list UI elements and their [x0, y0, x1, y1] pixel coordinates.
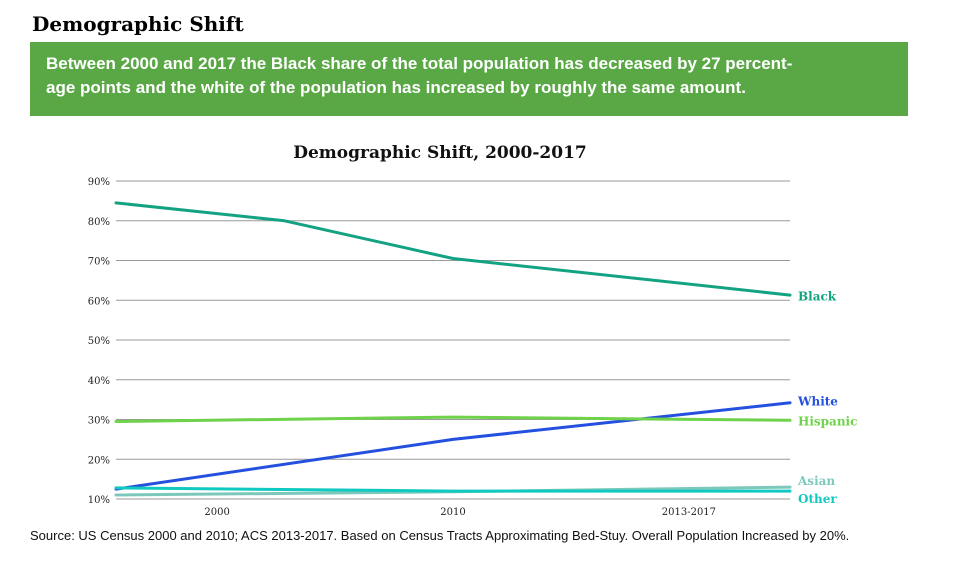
series-label-other: Other — [798, 492, 837, 506]
series-lines — [114, 201, 792, 497]
y-tick-label: 80% — [88, 217, 110, 228]
x-tick-label: 2013-2017 — [662, 507, 716, 518]
y-tick-label: 10% — [88, 495, 110, 506]
chart-title: Demographic Shift, 2000-2017 — [293, 143, 587, 163]
y-tick-label: 50% — [88, 336, 110, 347]
x-axis-ticks: 2000 2010 2013-2017 — [204, 507, 716, 518]
page-heading: Demographic Shift — [32, 12, 244, 36]
y-tick-label: 30% — [88, 416, 110, 427]
y-tick-label: 60% — [88, 296, 110, 307]
y-tick-label: 70% — [88, 257, 110, 268]
summary-text-line-2: age points and the white of the populati… — [46, 78, 746, 97]
series-label-asian: Asian — [797, 474, 835, 488]
summary-banner: Between 2000 and 2017 the Black share of… — [30, 42, 908, 116]
y-tick-label: 90% — [88, 177, 110, 188]
x-tick-label: 2010 — [440, 507, 465, 518]
summary-text-line-1: Between 2000 and 2017 the Black share of… — [46, 54, 793, 73]
series-line-black — [114, 201, 792, 297]
series-line-other — [114, 486, 792, 493]
gridlines — [116, 180, 790, 500]
y-tick-label: 40% — [88, 376, 110, 387]
series-label-white: White — [797, 395, 838, 409]
source-note: Source: US Census 2000 and 2010; ACS 201… — [30, 528, 850, 543]
series-label-black: Black — [798, 289, 837, 303]
y-tick-label: 20% — [88, 455, 110, 466]
line-chart: Demographic Shift, 2000-2017 10% 20% 30% 40… — [88, 143, 858, 518]
y-axis-ticks: 10% 20% 30% 40% 50% 60% 70% 80% 90% — [88, 177, 110, 506]
series-label-hispanic: Hispanic — [798, 414, 857, 428]
series-line-white — [114, 401, 792, 491]
series-labels: Black White Hispanic Asian Other — [797, 289, 857, 506]
x-tick-label: 2000 — [204, 507, 229, 518]
series-line-hispanic — [114, 415, 792, 423]
